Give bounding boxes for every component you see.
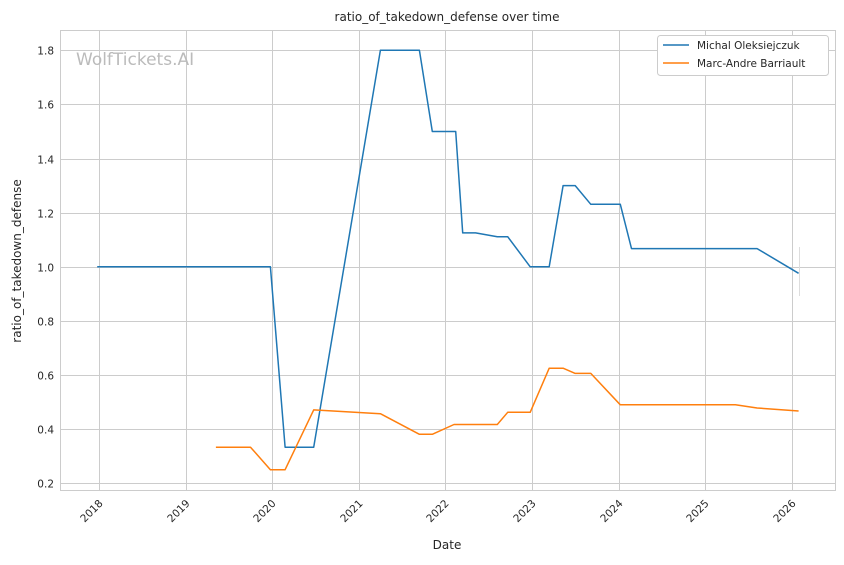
y-tick-label: 0.2 xyxy=(37,479,54,491)
y-axis-label: ratio_of_takedown_defense xyxy=(10,179,24,342)
y-axis: 0.2 0.4 0.6 0.8 1.0 1.2 1.4 1.6 1.8 xyxy=(37,46,54,491)
x-tick-label: 2022 xyxy=(424,498,451,525)
chart-title: ratio_of_takedown_defense over time xyxy=(335,10,560,24)
y-tick-label: 1.6 xyxy=(37,100,54,112)
grid xyxy=(60,30,835,490)
series-line-0 xyxy=(97,49,799,448)
series-lines xyxy=(97,49,799,471)
legend-box xyxy=(657,35,829,76)
y-tick-label: 1.2 xyxy=(37,209,54,221)
x-tick-label: 2021 xyxy=(338,498,365,525)
series-line-1 xyxy=(215,367,799,471)
x-axis: 2018 2019 2020 2021 2022 2023 2024 2025 2026 xyxy=(78,497,799,525)
y-tick-label: 1.4 xyxy=(37,155,54,167)
plot-frame xyxy=(60,30,836,491)
legend: Michal Oleksiejczuk Marc-Andre Barriault xyxy=(657,35,829,76)
y-tick-label: 1.0 xyxy=(37,263,54,275)
x-tick-label: 2025 xyxy=(684,498,711,525)
y-tick-label: 1.8 xyxy=(37,46,54,58)
x-axis-label: Date xyxy=(433,538,462,552)
y-tick-label: 0.8 xyxy=(37,317,54,329)
x-tick-label: 2024 xyxy=(598,497,626,525)
x-tick-label: 2019 xyxy=(165,498,192,525)
legend-label-1: Marc-Andre Barriault xyxy=(697,58,805,70)
x-tick-label: 2020 xyxy=(251,498,278,525)
y-tick-label: 0.4 xyxy=(37,425,54,437)
y-tick-label: 0.6 xyxy=(37,371,54,383)
watermark: WolfTickets.AI xyxy=(76,50,194,70)
legend-label-0: Michal Oleksiejczuk xyxy=(697,40,801,52)
x-tick-label: 2023 xyxy=(511,498,538,525)
x-tick-label: 2026 xyxy=(771,497,799,525)
x-tick-label: 2018 xyxy=(78,498,105,525)
